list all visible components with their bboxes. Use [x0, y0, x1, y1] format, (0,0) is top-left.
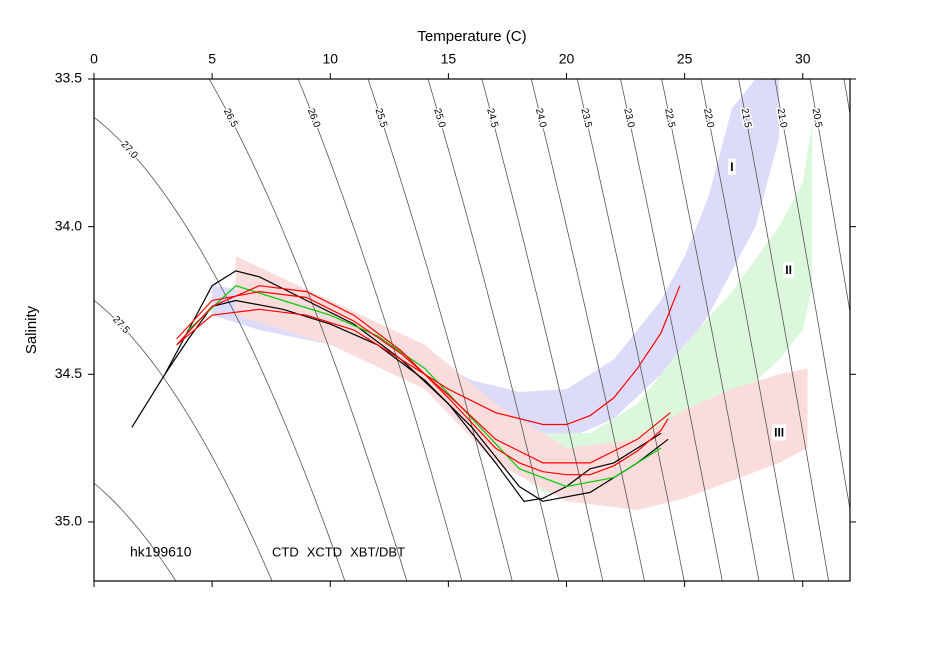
profile-line: [176, 285, 669, 476]
isopycnal: [774, 79, 850, 512]
region-label-bg: [728, 158, 736, 175]
isopycnal: [809, 79, 850, 315]
isopycnal: [94, 116, 346, 581]
x-tick-label: 30: [795, 51, 811, 67]
profile-line: [176, 285, 681, 426]
isopycnal: [620, 79, 723, 581]
isopycnal: [367, 79, 513, 581]
isopycnal-label: 20.5: [810, 107, 824, 128]
x-tick-label: 5: [208, 51, 216, 67]
x-tick-label: 25: [677, 51, 693, 67]
isopycnal: [94, 482, 177, 581]
profile-line: [164, 299, 669, 502]
y-tick-label: 34.0: [55, 217, 82, 233]
isopycnal: [427, 79, 560, 581]
plot-area: 27.527.026.5 26.0 25.5 25.0 24.5 24.0 23.5 23.0…: [94, 79, 850, 581]
region-label-bg: [772, 424, 787, 441]
x-tick-label: 0: [90, 51, 98, 67]
legend-label: XBT/DBT: [350, 544, 405, 559]
profile-line: [131, 270, 662, 502]
isopycnal: [94, 299, 273, 581]
region-envelope: [235, 256, 808, 511]
isopycnal: [700, 79, 795, 581]
isopycnal: [530, 79, 645, 581]
region-label: III: [774, 426, 784, 440]
region-label-bg: [783, 262, 794, 279]
isopycnal: [297, 79, 463, 581]
isopycnal: [738, 79, 829, 581]
x-tick-label: 10: [322, 51, 338, 67]
isopycnal: [481, 79, 604, 581]
y-tick-label: 33.5: [55, 70, 82, 86]
profile-line: [188, 285, 662, 488]
y-tick-label: 35.0: [55, 513, 82, 529]
isopycnal: [661, 79, 760, 581]
isopycnal-label: 21.5: [739, 107, 753, 129]
profile-line: [176, 290, 671, 464]
plot-frame: [93, 78, 851, 582]
region-label: I: [730, 160, 733, 174]
region-label: II: [785, 263, 792, 277]
station-label: hk199610: [130, 544, 192, 560]
isopycnal-label: 22.0: [701, 107, 716, 129]
isopycnal-label: 21.0: [775, 107, 789, 129]
isopycnal: [576, 79, 685, 581]
x-tick-label: 20: [559, 51, 575, 67]
legend-label: XCTD: [307, 544, 342, 559]
legend-label: CTD: [272, 544, 299, 559]
y-tick-label: 34.5: [55, 365, 82, 381]
isopycnal: [208, 79, 408, 581]
y-axis-label: Salinity: [23, 305, 40, 354]
x-tick-label: 15: [441, 51, 457, 67]
x-axis-label: Temperature (C): [417, 28, 526, 45]
region-envelope: [235, 123, 813, 499]
